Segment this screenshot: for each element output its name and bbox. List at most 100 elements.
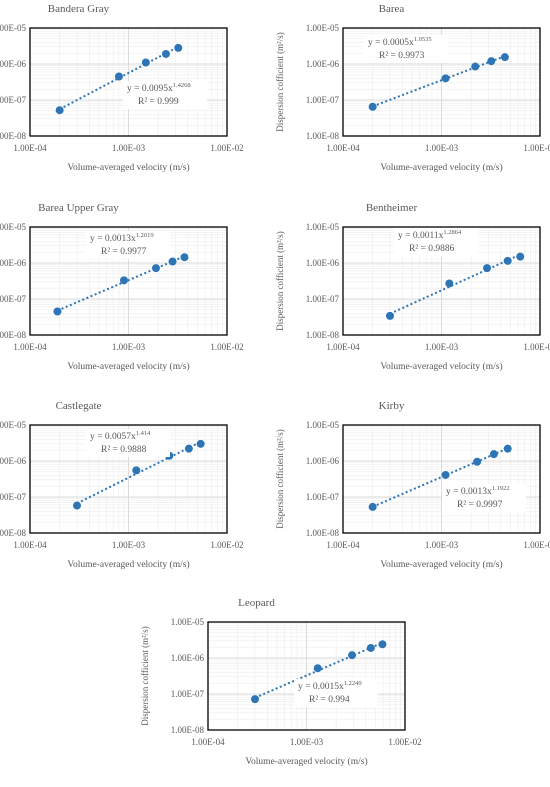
equation-box: [86, 429, 170, 457]
y-tick-label: 1.00E-05: [306, 222, 340, 232]
chart-title: Bentheimer: [366, 202, 418, 214]
x-axis-label: Volume-averaged velocity (m/s): [380, 559, 502, 570]
x-tick-label: 1.00E-02: [523, 143, 550, 153]
y-tick-label: 1.00E-08: [306, 330, 340, 340]
plot-frame: [342, 424, 541, 534]
y-tick-label: 1.00E-07: [0, 492, 26, 502]
plot-frame: [29, 424, 228, 534]
y-tick-label: 1.00E-08: [0, 131, 26, 141]
r-squared-label: R² = 0.9997: [457, 500, 503, 510]
data-point: [114, 72, 123, 81]
equation-box: [86, 231, 170, 259]
data-point: [196, 439, 205, 448]
data-point: [441, 470, 450, 479]
x-axis-label: Volume-averaged velocity (m/s): [67, 361, 189, 372]
r-squared-label: R² = 0.9888: [101, 445, 147, 455]
x-tick-label: 1.00E-04: [13, 143, 47, 153]
y-axis-label: Dispersion cofficient (m²/s): [275, 231, 285, 331]
x-tick-label: 1.00E-02: [210, 342, 243, 352]
x-tick-label: 1.00E-02: [388, 737, 421, 747]
y-tick-label: 1.00E-06: [306, 59, 340, 69]
chart-6: 1.00E-04 1.00E-03 1.00E-02 1.00E-08 1.00E-07…: [275, 400, 550, 570]
chart-2: 1.00E-04 1.00E-03 1.00E-02 1.00E-08 1.00E-07…: [275, 3, 550, 173]
x-tick-label: 1.00E-04: [191, 737, 225, 747]
r-squared-label: R² = 0.994: [309, 695, 350, 705]
data-point: [348, 651, 357, 660]
data-point: [503, 444, 512, 453]
data-point: [184, 444, 193, 453]
y-tick-label: 1.00E-07: [306, 95, 340, 105]
y-tick-label: 1.00E-05: [306, 23, 340, 33]
chart-7: 1.00E-04 1.00E-03 1.00E-02 1.00E-08 1.00E-07…: [140, 597, 422, 767]
x-tick-label: 1.00E-02: [523, 540, 550, 550]
data-point: [141, 58, 150, 67]
data-point: [180, 253, 189, 262]
plot-frame: [29, 27, 228, 137]
equation-box: [294, 679, 378, 707]
data-point: [500, 53, 509, 62]
y-tick-label: 1.00E-08: [306, 131, 340, 141]
power-trendline: [389, 253, 521, 315]
y-tick-label: 1.00E-08: [0, 528, 26, 538]
y-axis-label: Dispersion cofficient (m²/s): [275, 32, 285, 132]
r-squared-label: R² = 0.999: [138, 97, 179, 107]
data-point: [313, 664, 322, 673]
chart-title: Barea Upper Gray: [38, 202, 119, 214]
x-tick-label: 1.00E-03: [112, 143, 146, 153]
data-point: [119, 276, 128, 285]
data-point: [72, 501, 81, 510]
data-point: [55, 106, 64, 115]
y-tick-label: 1.00E-08: [171, 725, 205, 735]
equation-box: [364, 35, 448, 63]
y-tick-label: 1.00E-07: [306, 492, 340, 502]
x-tick-label: 1.00E-03: [425, 342, 459, 352]
data-point: [161, 49, 170, 58]
x-tick-label: 1.00E-04: [326, 540, 360, 550]
data-point: [471, 62, 480, 71]
x-axis-label: Volume-averaged velocity (m/s): [67, 559, 189, 570]
x-tick-label: 1.00E-03: [425, 143, 459, 153]
y-tick-label: 1.00E-07: [306, 294, 340, 304]
trendline-equation: y = 0.0013x1.1922: [446, 485, 510, 497]
r-squared-label: R² = 0.9977: [101, 247, 147, 257]
plot-frame: [342, 226, 541, 336]
plot-frame: [29, 226, 228, 336]
data-point: [132, 466, 141, 475]
y-tick-label: 1.00E-05: [0, 420, 26, 430]
data-point: [366, 643, 375, 652]
data-point: [53, 307, 62, 316]
trendline-equation: y = 0.0015x1.2249: [298, 680, 362, 692]
x-tick-label: 1.00E-04: [13, 342, 47, 352]
data-point: [368, 502, 377, 511]
power-trendline: [57, 255, 185, 312]
data-point: [378, 640, 387, 649]
chart-5: 1.00E-04 1.00E-03 1.00E-02 1.00E-08 1.00E-07…: [0, 400, 244, 570]
data-point: [174, 43, 183, 52]
trendline-equation: y = 0.0013x1.2019: [90, 232, 154, 244]
x-axis-label: Volume-averaged velocity (m/s): [380, 162, 502, 173]
data-point: [441, 74, 450, 83]
y-tick-label: 1.00E-06: [0, 258, 26, 268]
x-tick-label: 1.00E-03: [112, 540, 146, 550]
x-tick-label: 1.00E-03: [425, 540, 459, 550]
chart-title: Barea: [379, 3, 405, 15]
y-tick-label: 1.00E-06: [306, 456, 340, 466]
x-tick-label: 1.00E-04: [326, 342, 360, 352]
chart-title: Leopard: [238, 597, 275, 609]
y-tick-label: 1.00E-08: [306, 528, 340, 538]
y-tick-label: 1.00E-05: [306, 420, 340, 430]
chart-title: Bandera Gray: [48, 3, 110, 15]
y-tick-label: 1.00E-06: [171, 653, 205, 663]
y-tick-label: 1.00E-06: [0, 59, 26, 69]
y-tick-label: 1.00E-06: [0, 456, 26, 466]
x-tick-label: 1.00E-03: [112, 342, 146, 352]
x-tick-label: 1.00E-04: [326, 143, 360, 153]
x-tick-label: 1.00E-02: [523, 342, 550, 352]
x-tick-label: 1.00E-04: [13, 540, 47, 550]
equation-box: [394, 228, 478, 256]
data-point: [250, 695, 259, 704]
y-tick-label: 1.00E-05: [171, 617, 205, 627]
x-tick-label: 1.00E-02: [210, 540, 243, 550]
chart-title: Kirby: [379, 400, 405, 412]
y-tick-label: 1.00E-07: [0, 95, 26, 105]
